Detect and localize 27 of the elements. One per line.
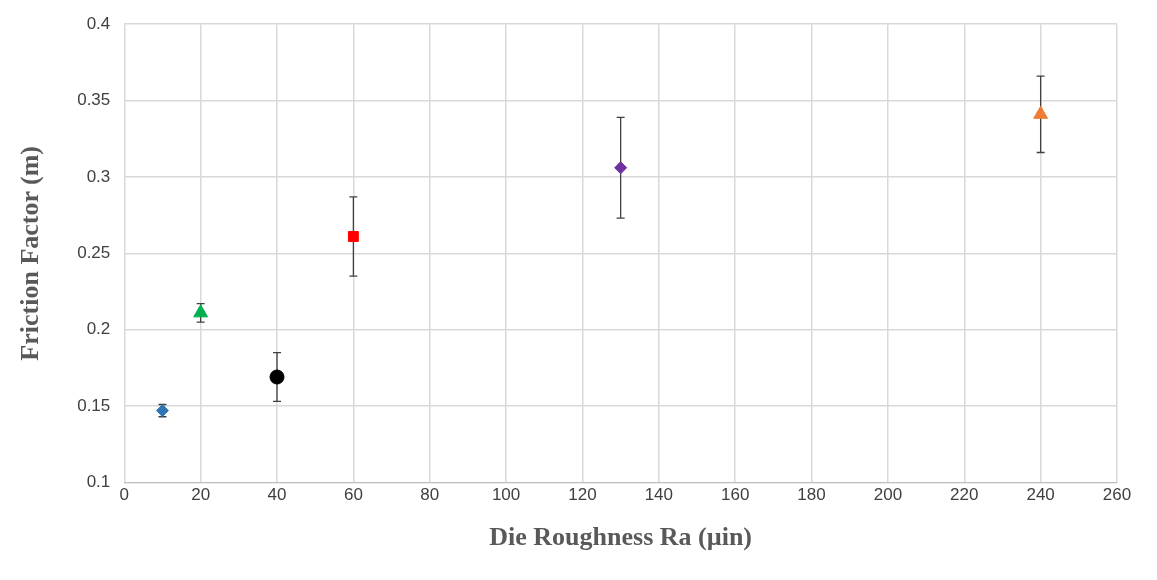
x-tick-label: 140	[644, 485, 674, 505]
y-tick-label: 0.3	[86, 166, 111, 186]
point	[347, 231, 359, 242]
y-tick-label: 0.25	[77, 242, 111, 262]
y-axis-title: Friction Factor (m)	[15, 145, 45, 361]
x-tick-label: 0	[119, 485, 130, 505]
y-tick-label: 0.4	[86, 13, 111, 33]
x-tick-label: 260	[1102, 485, 1132, 505]
y-tick-label: 0.1	[86, 472, 111, 492]
x-axis-title: Die Roughness Ra (µin)	[489, 522, 753, 552]
y-tick-label: 0.15	[77, 395, 111, 415]
x-tick-label: 160	[721, 485, 750, 505]
y-tick-label: 0.2	[86, 319, 111, 339]
point	[193, 304, 209, 318]
x-tick-label: 20	[191, 485, 211, 505]
x-tick-label: 200	[873, 485, 903, 505]
y-tick-label: 0.35	[77, 90, 111, 110]
x-tick-label: 60	[343, 485, 363, 505]
x-tick-label: 240	[1026, 485, 1055, 505]
x-tick-label: 40	[267, 485, 287, 505]
x-tick-label: 220	[950, 485, 979, 505]
x-tick-label: 100	[491, 485, 521, 505]
point	[269, 369, 285, 385]
x-tick-label: 180	[797, 485, 826, 505]
x-tick-label: 120	[568, 485, 597, 505]
point	[614, 161, 628, 175]
x-tick-label: 80	[420, 485, 440, 505]
